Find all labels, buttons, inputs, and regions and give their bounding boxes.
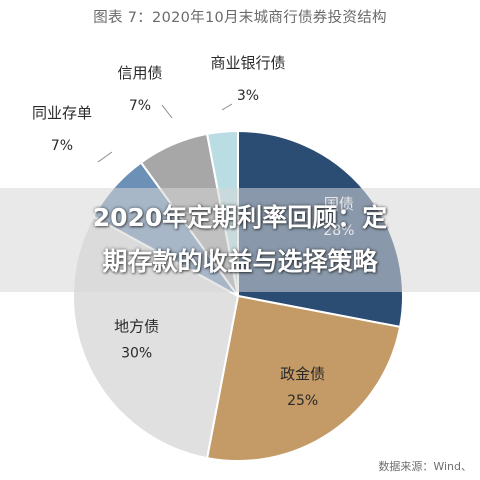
slice-label-3: 地方债 bbox=[114, 318, 159, 336]
slice-label-5: 信用债 bbox=[117, 64, 162, 82]
leader-line-4 bbox=[97, 151, 113, 163]
watermark-title: 2020年定期利率回顾：定 期存款的收益与选择策略 bbox=[0, 196, 480, 284]
pie-slice-2 bbox=[205, 294, 402, 462]
slice-value-4: 7% bbox=[51, 138, 73, 154]
watermark-title-line2: 期存款的收益与选择策略 bbox=[102, 247, 378, 276]
leader-line-6 bbox=[221, 103, 233, 111]
watermark-band bbox=[0, 188, 480, 292]
slice-label-6: 商业银行债 bbox=[210, 54, 285, 72]
slice-value-3: 30% bbox=[121, 346, 152, 362]
slice-label-2: 政金债 bbox=[280, 365, 325, 383]
watermark-title-line1: 2020年定期利率回顾：定 bbox=[92, 203, 388, 232]
slice-label-4: 同业存单 bbox=[32, 104, 92, 122]
slice-value-2: 25% bbox=[287, 393, 318, 409]
leader-line-5 bbox=[161, 104, 173, 119]
data-source: 数据来源：Wind、 bbox=[378, 460, 472, 473]
slice-value-6: 3% bbox=[237, 88, 259, 104]
slice-value-5: 7% bbox=[129, 98, 151, 114]
chart-title: 图表 7：2020年10月末城商行债券投资结构 bbox=[93, 10, 387, 26]
